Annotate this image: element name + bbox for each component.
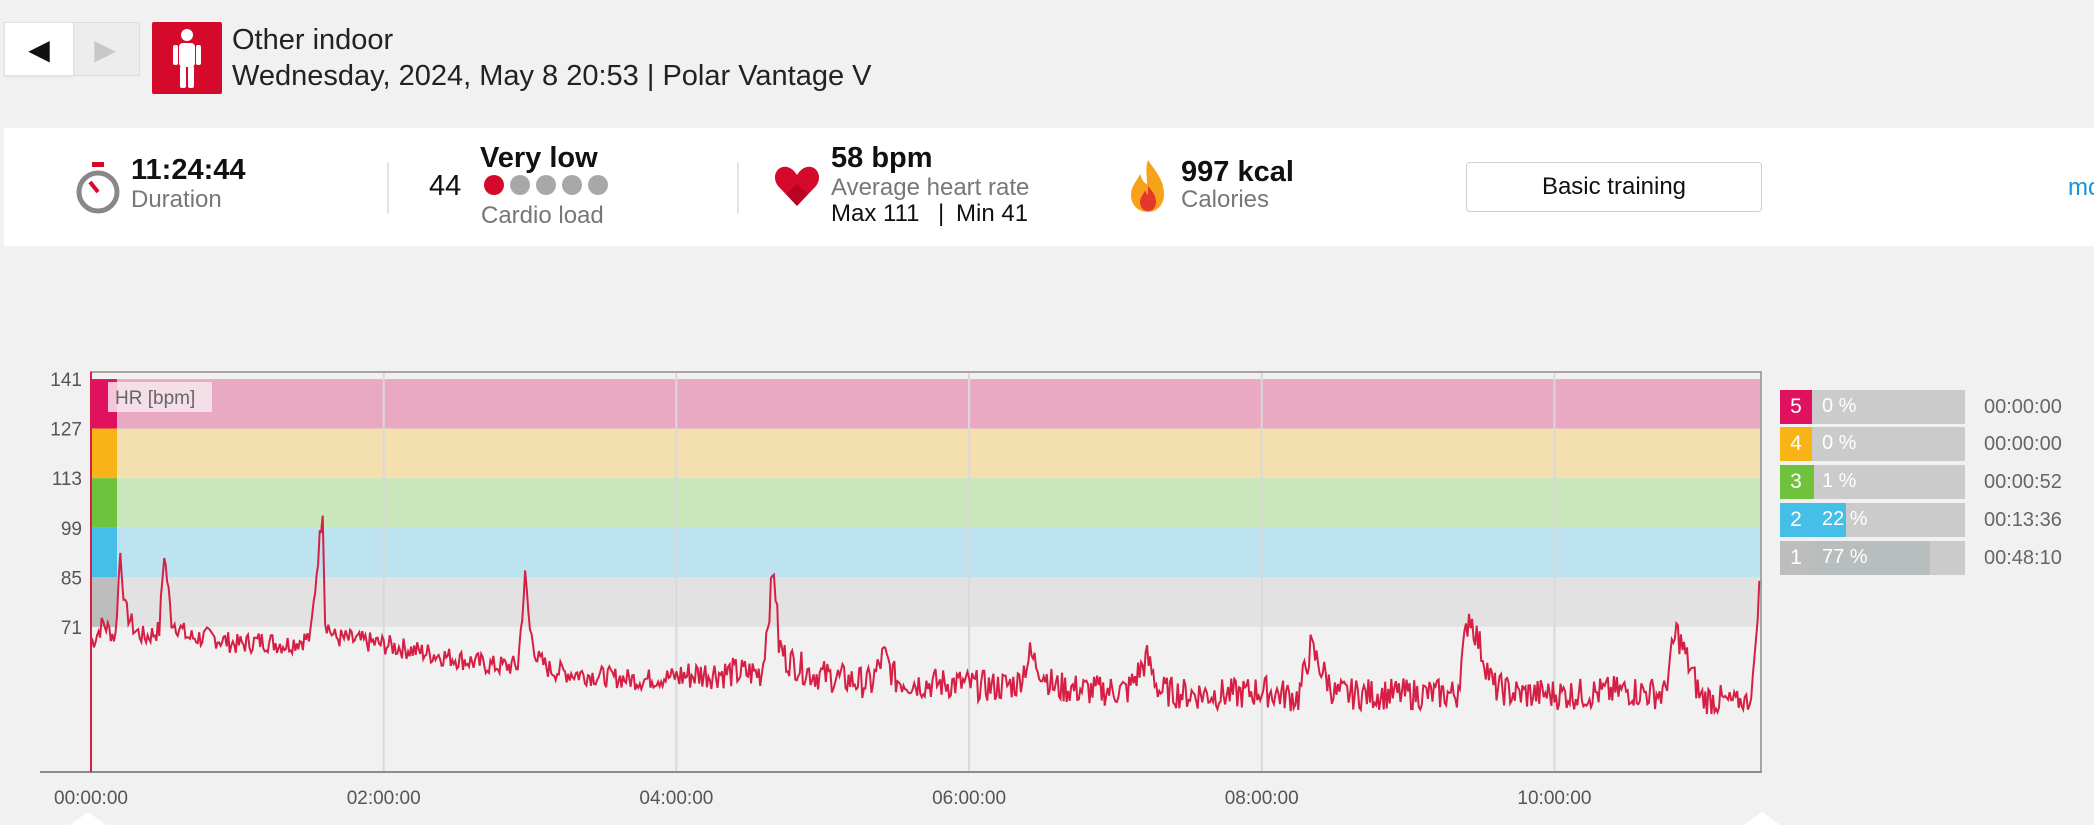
zone-percent-label: 22 % — [1822, 508, 1868, 530]
cardio-load-dot — [588, 175, 608, 195]
vertical-gridlines — [382, 372, 1556, 772]
heart-icon — [774, 164, 820, 213]
zone-band-5 — [91, 379, 1761, 429]
range-handle-left[interactable] — [70, 812, 106, 825]
hr-separator: | — [938, 200, 945, 227]
calories-value: 997 kcal — [1181, 156, 1294, 188]
zone-percent-fill — [1812, 503, 1846, 537]
zone-number: 3 — [1780, 465, 1812, 499]
zone-time: 00:48:10 — [1984, 547, 2062, 569]
person-sport-icon — [152, 22, 222, 94]
zone-tab-4 — [91, 428, 117, 479]
average-hr-value: 58 bpm — [831, 142, 933, 174]
hr-series-line — [90, 515, 1761, 716]
duration-label: Duration — [131, 186, 222, 213]
x-tick-label: 00:00:00 — [54, 788, 128, 809]
y-tick-label: 113 — [52, 469, 82, 490]
more-link[interactable]: mo — [2068, 174, 2094, 201]
x-tick-label: 02:00:00 — [347, 788, 421, 809]
zone-percent-bar: 1 % — [1812, 465, 1965, 499]
zone-percent-label: 77 % — [1822, 546, 1868, 568]
zone-percent-label: 1 % — [1822, 470, 1857, 492]
zone-tab-1 — [91, 577, 117, 627]
zone-number: 5 — [1780, 390, 1812, 424]
calories-label: Calories — [1181, 186, 1270, 213]
y-tick-label: 99 — [61, 519, 82, 540]
cardio-load-dot — [510, 175, 530, 195]
zone-tab-3 — [91, 478, 117, 528]
stopwatch-icon — [72, 160, 124, 221]
zone-percent-label: 0 % — [1822, 395, 1857, 417]
training-benefit-button[interactable]: Basic training — [1466, 162, 1762, 212]
hr-min: Min 41 — [956, 200, 1029, 227]
legend-box — [108, 382, 212, 412]
cardio-load-label: Cardio load — [481, 202, 604, 229]
duration-value: 11:24:44 — [131, 154, 246, 186]
cardio-load-level: Very low — [480, 142, 598, 174]
zone-percent-bar: 77 % — [1812, 541, 1965, 575]
zone-time: 00:00:00 — [1984, 396, 2062, 418]
sport-name: Other indoor — [232, 24, 394, 56]
zone-band-3 — [91, 478, 1761, 528]
previous-exercise-button[interactable]: ◀ — [4, 22, 74, 76]
hr-max: Max 111 — [831, 200, 920, 227]
x-axis-ticks: 00:00:00 02:00:00 04:00:00 06:00:00 08:00:00… — [54, 788, 1591, 809]
zone-percent-bar: 0 % — [1812, 390, 1965, 424]
x-tick-label: 10:00:00 — [1517, 788, 1591, 809]
zone-percent-fill — [1812, 541, 1930, 575]
y-tick-label: 127 — [50, 420, 82, 441]
zone-number: 1 — [1780, 541, 1812, 575]
zone-number: 4 — [1780, 427, 1812, 461]
zone-time: 00:00:00 — [1984, 433, 2062, 455]
divider — [387, 162, 389, 214]
hr-zone-bands — [91, 379, 1761, 627]
cardio-load-dot — [484, 175, 504, 195]
y-tick-label: 141 — [50, 370, 82, 391]
zone-time: 00:13:36 — [1984, 509, 2062, 531]
zone-tab-2 — [91, 527, 117, 578]
cardio-load-dot — [536, 175, 556, 195]
zone-percent-bar: 22 % — [1812, 503, 1965, 537]
zone-percent-bar: 0 % — [1812, 427, 1965, 461]
range-handle-right[interactable] — [1744, 812, 1780, 825]
x-tick-label: 04:00:00 — [639, 788, 713, 809]
zone-percent-fill — [1812, 465, 1814, 499]
zone-time: 00:00:52 — [1984, 471, 2062, 493]
training-summary-bar: 11:24:44 Duration 44 Very low Cardio loa… — [4, 128, 2094, 246]
zone-band-2 — [91, 527, 1761, 578]
flame-icon — [1128, 158, 1168, 219]
x-tick-label: 08:00:00 — [1225, 788, 1299, 809]
zone-number: 2 — [1780, 503, 1812, 537]
y-tick-label: 85 — [61, 568, 82, 589]
zone-band-1 — [91, 577, 1761, 627]
heart-rate-chart: 141 127 113 99 85 71 00:00:00 02:00:00 04:00:00… — [40, 370, 1780, 825]
zone-band-4 — [91, 428, 1761, 479]
cardio-load-dot — [562, 175, 582, 195]
next-exercise-button[interactable]: ▶ — [70, 22, 140, 76]
legend-hr-label: HR [bpm] — [115, 388, 195, 409]
x-tick-label: 06:00:00 — [932, 788, 1006, 809]
divider — [737, 162, 739, 214]
zone-percent-label: 0 % — [1822, 432, 1857, 454]
cardio-load-value: 44 — [429, 170, 462, 202]
y-tick-label: 71 — [61, 618, 82, 639]
y-axis-ticks: 141 127 113 99 85 71 — [50, 370, 82, 639]
average-hr-label: Average heart rate — [831, 174, 1030, 201]
hr-zone-tabs — [91, 379, 117, 627]
session-subtitle: Wednesday, 2024, May 8 20:53 | Polar Van… — [232, 60, 872, 92]
